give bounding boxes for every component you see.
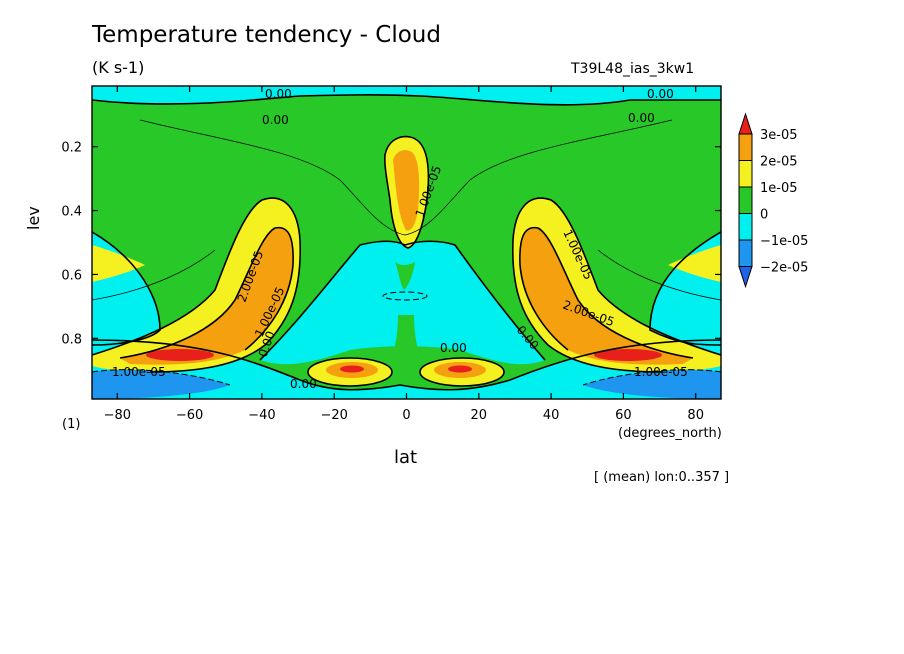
contour-label: 0.00	[290, 377, 317, 391]
colorbar-label: 0	[760, 208, 768, 223]
y-axis: 0.2 0.4 0.6 0.8	[61, 141, 721, 347]
contour-zero-top	[92, 94, 721, 106]
contour-label: 0.00	[262, 113, 289, 127]
contour-lines-negative	[92, 291, 721, 386]
contour-pos1-eq	[384, 135, 430, 249]
y-tick-label: 0.6	[61, 268, 82, 283]
averaging-note: [ (mean) lon:0..357 ]	[594, 470, 730, 485]
colorbar-arrow-top	[738, 112, 753, 135]
x-tick-label: 20	[471, 408, 488, 423]
colorbar-label: 3e-05	[760, 128, 798, 143]
x-tick-label: 40	[543, 408, 560, 423]
contour-lines-thin	[92, 119, 721, 301]
fill-pos1-right-lobe	[668, 245, 721, 282]
contour-neg-left	[92, 369, 231, 386]
colorbar-swatch	[738, 186, 753, 214]
colorbar-legend: 3e-05 2e-05 1e-05 0 −1e-05 −2e-05	[738, 112, 808, 289]
fill-pos1-left-lobe	[92, 245, 145, 282]
x-tick-label: 80	[687, 408, 704, 423]
contour-thin-right	[597, 249, 721, 301]
fill-neg-left	[92, 295, 150, 334]
x-tick-label: −60	[176, 408, 203, 423]
contour-pos2-left	[119, 226, 294, 359]
y-tick-label: 0.8	[61, 332, 82, 347]
colorbar-label: 2e-05	[760, 155, 798, 170]
colorbar-swatch	[738, 239, 753, 267]
colorbar-swatch	[738, 133, 753, 161]
fill-pos3-left-core	[146, 349, 214, 361]
contour-label: 0.00	[265, 87, 292, 101]
x-tick-label: −80	[104, 408, 131, 423]
contour-zero-bottom	[92, 339, 721, 391]
colorbar-swatch	[738, 213, 753, 241]
fill-zero-island	[395, 262, 415, 290]
contour-field	[92, 86, 721, 399]
contour-zero-center	[259, 240, 546, 361]
x-axis-label: lat	[394, 447, 418, 468]
contour-sh-low	[307, 357, 393, 387]
contour-nh-low	[419, 357, 505, 387]
contour-label: 0.00	[440, 341, 467, 355]
x-tick-label: −40	[248, 408, 275, 423]
contour-thin-upper	[139, 119, 673, 236]
x-axis: −80 −60 −40 −20 0 20 40 60 80	[104, 86, 704, 423]
fill-zero-stem	[392, 315, 420, 355]
units-label: (K s-1)	[92, 58, 145, 77]
y-axis-multiplier: (1)	[62, 417, 81, 432]
run-label: T39L48_ias_3kw1	[571, 61, 695, 77]
contour-pos1-left	[92, 197, 301, 373]
y-tick-label: 0.4	[61, 205, 82, 220]
colorbar-swatch	[738, 160, 753, 188]
fill-pos3-right-core	[594, 349, 662, 361]
fill-pos2-eq-upper	[393, 150, 420, 231]
chart-title: Temperature tendency - Cloud	[92, 22, 441, 48]
fill-pos3-sh-low	[340, 365, 364, 373]
colorbar-label: −1e-05	[760, 234, 808, 249]
contour-label: 0.00	[647, 87, 674, 101]
contour-thin-left	[92, 249, 216, 301]
fill-neg-right	[662, 295, 721, 334]
fill-pos2-left-tongue	[120, 227, 294, 365]
fill-neg-bottom	[92, 340, 721, 399]
x-tick-label: 60	[615, 408, 632, 423]
fill-pos3-nh-low	[448, 365, 472, 373]
contour-zero-left	[92, 231, 161, 346]
contour-neg-center	[382, 291, 428, 301]
x-tick-label: −20	[320, 408, 347, 423]
fill-neg2-right-bottom	[583, 369, 721, 399]
contour-neg-right	[582, 369, 721, 386]
contour-pos2-right	[519, 226, 694, 359]
contour-lines	[92, 94, 721, 391]
contour-pos1-right	[512, 197, 721, 373]
x-tick-label: 0	[402, 408, 410, 423]
contour-label: 1.00e-05	[112, 365, 166, 379]
colorbar-label: −2e-05	[760, 261, 808, 276]
contour-zero-right	[649, 231, 721, 346]
colorbar-label: 1e-05	[760, 181, 798, 196]
contour-label: 0.00	[628, 111, 655, 125]
y-tick-label: 0.2	[61, 141, 82, 156]
fill-pos2-right-tongue	[519, 227, 693, 365]
contour-label: 1.00e-05	[634, 365, 688, 379]
colorbar-arrow-bottom	[738, 266, 753, 289]
fill-neg2-left-bottom	[92, 369, 230, 399]
x-axis-units: (degrees_north)	[618, 426, 722, 441]
